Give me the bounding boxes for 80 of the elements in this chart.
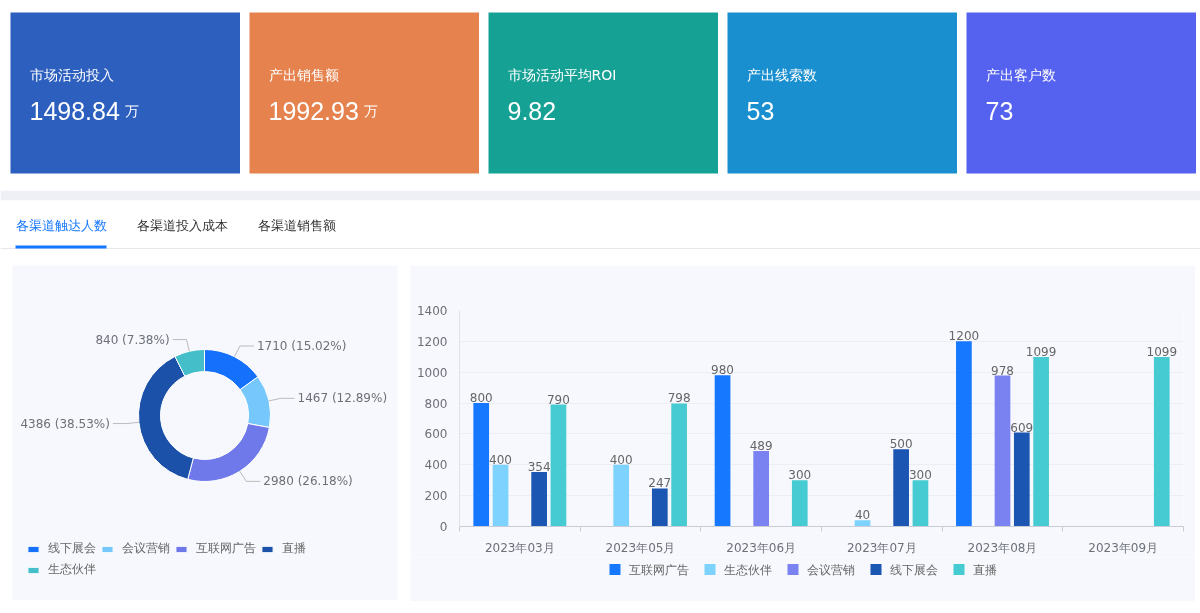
data-label: 840 (7.38%) — [95, 332, 170, 347]
text: 市场活动平均ROI — [507, 66, 617, 83]
bar — [651, 488, 668, 527]
text: 产出销售额 — [268, 66, 339, 83]
data-label: 400 — [609, 452, 633, 467]
x-tick-label: 2023年05月 — [605, 540, 676, 555]
x-tick-label: 2023年06月 — [726, 540, 797, 555]
data-label: 1467 (12.89%) — [297, 391, 388, 406]
text: 万 — [124, 102, 139, 119]
text: 产出线索数 — [746, 66, 817, 83]
text: 万 — [363, 102, 378, 119]
legend-label: 互联网广告 — [196, 540, 256, 557]
data-label: 1710 (15.02%) — [256, 339, 347, 354]
text: 53 — [746, 96, 775, 125]
text: 1992.93 — [268, 96, 359, 125]
data-label: 40 — [854, 508, 871, 523]
legend-label: 直播 — [972, 562, 997, 577]
legend-label: 生态伙伴 — [723, 562, 772, 577]
y-tick-label: 600 — [424, 427, 448, 442]
y-tick-label: 1200 — [416, 334, 448, 349]
legend-label: 线下展会 — [48, 540, 96, 557]
bar — [893, 449, 909, 527]
data-label: 247 — [648, 476, 672, 491]
y-tick-label: 400 — [424, 458, 448, 473]
data-label: 354 — [527, 459, 551, 474]
text: 产出客户数 — [985, 66, 1056, 83]
legend-label: 生态伙伴 — [48, 561, 96, 578]
bar — [854, 520, 871, 527]
bar — [753, 451, 770, 527]
bar — [1013, 432, 1030, 527]
bar — [1153, 356, 1170, 527]
data-label: 609 — [1010, 420, 1034, 435]
data-label: 790 — [546, 392, 570, 407]
text: 各渠道触达人数 — [15, 218, 107, 233]
text: 市场活动投入 — [29, 66, 114, 83]
x-tick-label: 2023年03月 — [484, 540, 555, 555]
data-label: 4386 (38.53%) — [20, 416, 110, 431]
x-tick-label: 2023年08月 — [967, 540, 1038, 555]
data-label: 400 — [489, 452, 512, 467]
bar — [613, 464, 630, 527]
text: 1498.84 — [29, 96, 120, 125]
text: 9.82 — [507, 96, 557, 125]
data-label: 798 — [667, 391, 691, 406]
legend-label: 会议营销 — [122, 540, 170, 557]
text: 73 — [985, 96, 1014, 125]
bar — [531, 471, 547, 527]
bar — [492, 464, 509, 527]
data-label: 1099 — [1025, 344, 1057, 359]
bar — [473, 403, 490, 527]
bar — [956, 341, 972, 527]
legend-label: 互联网广告 — [628, 562, 689, 577]
bar — [791, 480, 808, 527]
text: 各渠道投入成本 — [136, 218, 228, 233]
x-tick-label: 2023年07月 — [846, 540, 917, 555]
legend-label: 直播 — [282, 540, 306, 557]
data-label: 978 — [991, 363, 1014, 378]
y-tick-label: 1400 — [416, 304, 448, 318]
legend-label: 会议营销 — [806, 562, 855, 577]
bar — [994, 375, 1011, 527]
y-tick-label: 1000 — [416, 365, 448, 380]
text: 各渠道销售额 — [257, 218, 336, 233]
bar — [912, 480, 929, 527]
data-label: 300 — [788, 468, 812, 483]
data-label: 1099 — [1146, 344, 1178, 359]
data-label: 489 — [749, 439, 773, 454]
bar — [714, 375, 731, 527]
data-label: 2980 (26.18%) — [263, 474, 353, 489]
data-label: 500 — [889, 437, 913, 452]
data-label: 300 — [908, 468, 932, 483]
bar — [550, 404, 567, 527]
y-tick-label: 800 — [424, 396, 448, 411]
legend-label: 线下展会 — [889, 562, 938, 577]
data-label: 1200 — [948, 329, 980, 344]
y-tick-label: 0 — [439, 520, 448, 534]
y-tick-label: 200 — [424, 489, 448, 504]
data-label: 980 — [711, 363, 735, 378]
x-tick-label: 2023年09月 — [1088, 540, 1159, 555]
bar — [671, 403, 687, 527]
data-label: 800 — [469, 391, 493, 406]
bar — [1033, 356, 1049, 527]
